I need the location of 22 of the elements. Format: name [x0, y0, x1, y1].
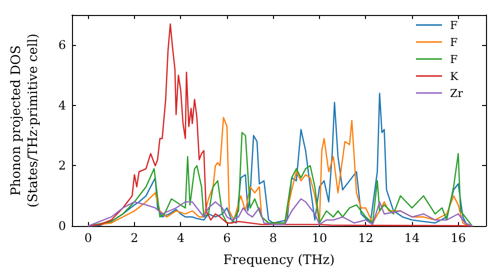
y-tick-label: 6	[58, 38, 66, 52]
x-tick-label: 14	[404, 231, 420, 245]
line-series	[88, 23, 473, 227]
y-tick-label: 0	[58, 219, 66, 233]
x-tick-label: 6	[223, 231, 231, 245]
line-series	[88, 198, 473, 227]
x-tick-label: 2	[130, 231, 138, 245]
x-tick-label: 16	[450, 231, 466, 245]
y-tick-label: 2	[58, 158, 66, 173]
y-axis-title: Phonon projected DOS (States/THz·primitive cell)	[9, 33, 41, 208]
legend-label: K	[450, 70, 459, 83]
legend-label: F	[450, 19, 458, 32]
legend-label: F	[450, 53, 458, 66]
x-axis-title: Frequency (THz)	[223, 253, 335, 268]
x-tick-label: 10	[312, 231, 328, 245]
x-tick-label: 0	[84, 231, 92, 245]
legend-label: Zr	[450, 87, 464, 100]
x-tick-label: 8	[269, 231, 278, 245]
y-tick-label: 4	[58, 98, 66, 112]
legend-label: F	[450, 36, 458, 49]
x-tick-label: 12	[358, 231, 374, 245]
x-tick-label: 4	[176, 231, 185, 245]
